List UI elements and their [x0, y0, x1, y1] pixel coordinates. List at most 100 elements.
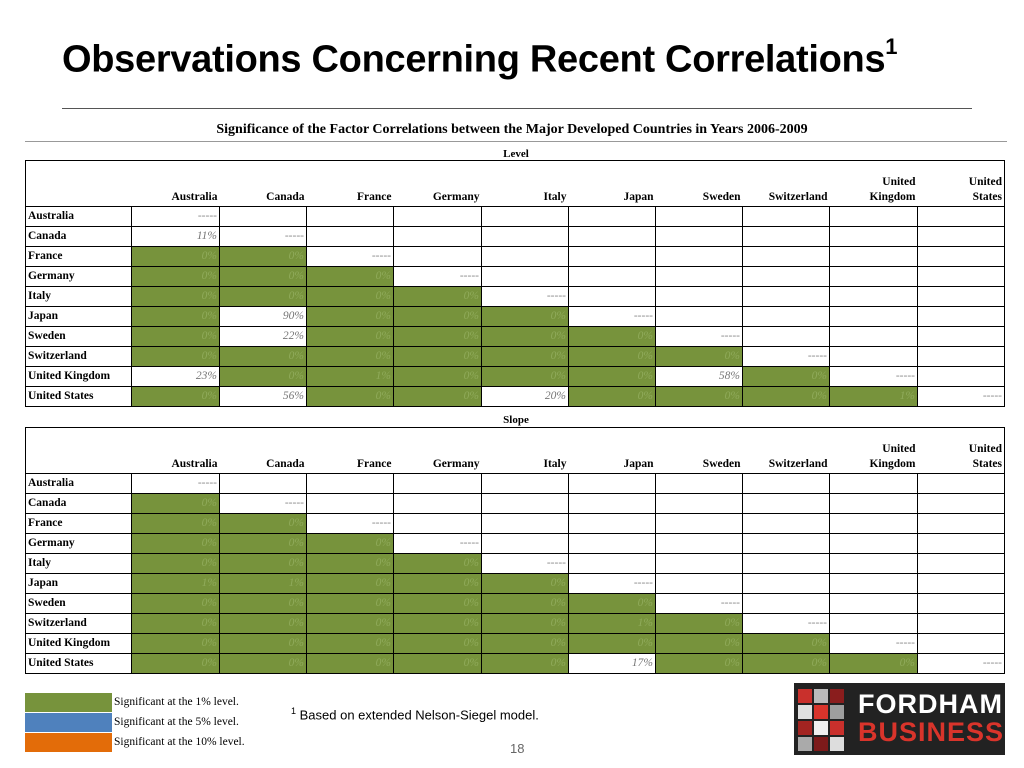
empty-cell	[917, 633, 1005, 654]
table-row: Canada 0% -----	[25, 493, 1005, 514]
empty-cell	[306, 206, 394, 227]
significance-cell: 0%	[393, 633, 482, 654]
significance-cell: 0%	[742, 633, 830, 654]
row-label: United Kingdom	[25, 366, 132, 387]
significance-cell: 0%	[306, 326, 394, 347]
table-row: Australia -----	[25, 473, 1005, 494]
empty-cell	[742, 326, 830, 347]
empty-cell	[481, 266, 569, 287]
significance-cell: 0%	[306, 573, 394, 594]
empty-cell	[829, 493, 918, 514]
logo-word-fordham: FORDHAM	[858, 689, 1003, 719]
row-label: Japan	[25, 573, 132, 594]
significance-cell: 0%	[481, 366, 569, 387]
significance-cell: 0%	[219, 366, 307, 387]
row-label: Germany	[25, 533, 132, 554]
empty-cell	[742, 226, 830, 247]
empty-cell	[655, 573, 743, 594]
empty-cell	[917, 326, 1005, 347]
empty-cell	[742, 306, 830, 327]
empty-cell	[481, 513, 569, 534]
significance-cell: 0%	[568, 366, 656, 387]
table-row: United States 0% 56% 0% 0% 20% 0% 0% 0% 1% -----	[25, 386, 1005, 407]
significance-cell: 0%	[219, 266, 307, 287]
empty-cell	[481, 493, 569, 514]
diagonal-cell: -----	[917, 653, 1005, 674]
significance-cell: 0%	[393, 653, 482, 674]
significance-cell: 0%	[655, 613, 743, 634]
empty-cell	[742, 573, 830, 594]
empty-cell	[481, 246, 569, 267]
diagonal-cell: -----	[481, 286, 569, 307]
empty-cell	[917, 553, 1005, 574]
empty-cell	[568, 226, 656, 247]
significance-cell: 0%	[393, 386, 482, 407]
empty-cell	[742, 533, 830, 554]
significance-cell: 0%	[393, 286, 482, 307]
empty-cell	[219, 473, 307, 494]
logo-mosaic-icon	[794, 683, 854, 755]
column-header-united-states: United States	[917, 160, 1005, 207]
footnote-marker: 1	[291, 706, 297, 716]
significance-cell: 0%	[568, 346, 656, 367]
significance-cell: 0%	[393, 346, 482, 367]
significance-cell: 1%	[131, 573, 220, 594]
empty-cell	[655, 513, 743, 534]
table-header-corner	[25, 160, 132, 207]
empty-cell	[655, 473, 743, 494]
significance-cell: 0%	[219, 653, 307, 674]
table-row: Japan 1% 1% 0% 0% 0% -----	[25, 573, 1005, 594]
empty-cell	[568, 473, 656, 494]
table-title-divider	[25, 141, 1007, 142]
page-number: 18	[510, 741, 525, 756]
table-row: Sweden 0% 0% 0% 0% 0% 0% -----	[25, 593, 1005, 614]
empty-cell	[917, 306, 1005, 327]
empty-cell	[917, 493, 1005, 514]
significance-cell: 0%	[306, 286, 394, 307]
table-row: Switzerland 0% 0% 0% 0% 0% 0% 0% -----	[25, 346, 1005, 367]
table-header-row: Australia Canada France Germany Italy Japan Sw…	[25, 427, 1005, 474]
empty-cell	[568, 266, 656, 287]
empty-cell	[655, 206, 743, 227]
legend-swatch-1pct	[25, 693, 112, 712]
significance-cell: 20%	[481, 386, 569, 407]
table-title: Significance of the Factor Correlations …	[216, 122, 808, 137]
significance-cell: 0%	[481, 346, 569, 367]
significance-cell: 0%	[131, 326, 220, 347]
table-row: United Kingdom 0% 0% 0% 0% 0% 0% 0% 0% -----	[25, 633, 1005, 654]
slope-table-label: Slope	[503, 414, 529, 426]
significance-cell: 0%	[568, 386, 656, 407]
significance-cell: 0%	[306, 266, 394, 287]
empty-cell	[917, 473, 1005, 494]
empty-cell	[568, 553, 656, 574]
slide-title-footnote-marker: 1	[885, 34, 898, 59]
legend-label-1pct: Significant at the 1% level.	[114, 696, 239, 708]
empty-cell	[306, 493, 394, 514]
significance-cell: 0%	[568, 633, 656, 654]
empty-cell	[917, 366, 1005, 387]
row-label: Italy	[25, 553, 132, 574]
empty-cell	[917, 246, 1005, 267]
significance-cell: 0%	[219, 346, 307, 367]
diagonal-cell: -----	[568, 573, 656, 594]
empty-cell	[655, 553, 743, 574]
empty-cell	[917, 573, 1005, 594]
legend-swatch-10pct	[25, 733, 112, 752]
significance-cell: 56%	[219, 386, 307, 407]
significance-cell: 0%	[306, 593, 394, 614]
empty-cell	[393, 206, 482, 227]
column-header-united-states: United States	[917, 427, 1005, 474]
empty-cell	[829, 533, 918, 554]
significance-cell: 0%	[481, 613, 569, 634]
empty-cell	[481, 533, 569, 554]
significance-cell: 0%	[306, 653, 394, 674]
row-label: United States	[25, 386, 132, 407]
significance-cell: 1%	[219, 573, 307, 594]
table-row: France 0% 0% -----	[25, 513, 1005, 534]
table-row: Germany 0% 0% 0% -----	[25, 533, 1005, 554]
column-header-italy: Italy	[481, 160, 569, 207]
row-label: Canada	[25, 226, 132, 247]
significance-cell: 0%	[742, 653, 830, 674]
significance-cell: 0%	[306, 346, 394, 367]
significance-cell: 0%	[481, 326, 569, 347]
